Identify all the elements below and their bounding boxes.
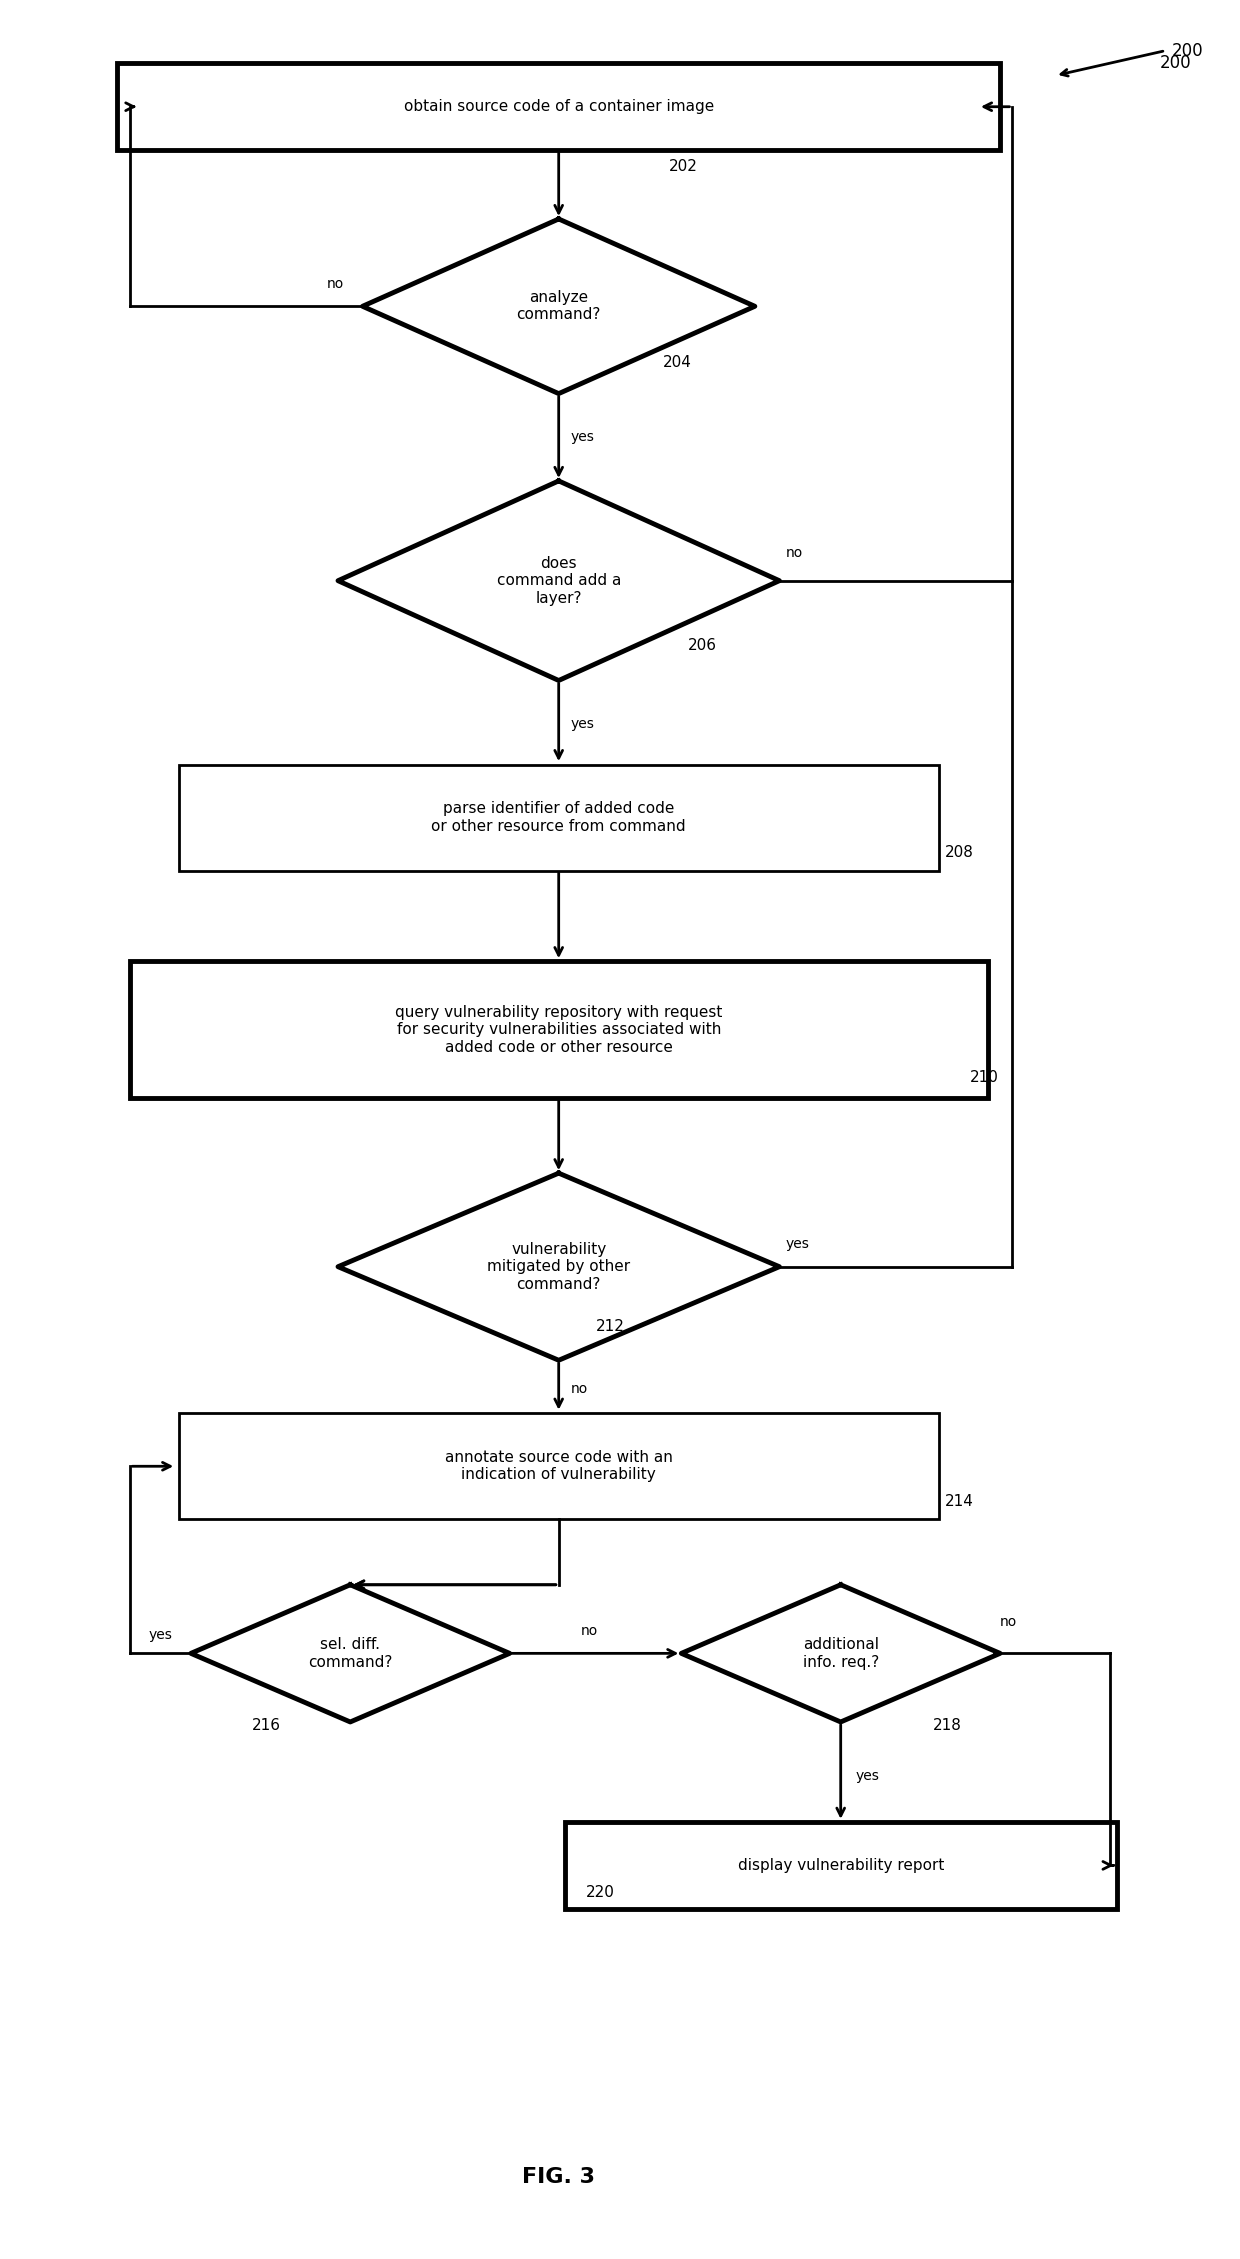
Bar	[179, 764, 939, 870]
Text: annotate source code with an
indication of vulnerability: annotate source code with an indication …	[445, 1450, 672, 1482]
Text: 208: 208	[945, 845, 973, 861]
Text: 200: 200	[1159, 54, 1192, 72]
Text: 214: 214	[945, 1493, 973, 1509]
Polygon shape	[339, 1172, 780, 1360]
Bar	[118, 63, 1001, 151]
Text: no: no	[785, 547, 802, 560]
Text: 212: 212	[595, 1319, 625, 1335]
Bar	[565, 1821, 1116, 1909]
Text: vulnerability
mitigated by other
command?: vulnerability mitigated by other command…	[487, 1242, 630, 1292]
Bar	[179, 1414, 939, 1520]
Polygon shape	[339, 481, 780, 680]
Text: 210: 210	[970, 1069, 998, 1084]
Text: no: no	[580, 1624, 598, 1638]
Text: does
command add a
layer?: does command add a layer?	[496, 556, 621, 605]
Text: yes: yes	[856, 1769, 879, 1782]
Text: FIG. 3: FIG. 3	[522, 2166, 595, 2187]
Text: 204: 204	[663, 355, 692, 370]
Text: yes: yes	[785, 1238, 810, 1251]
Text: additional
info. req.?: additional info. req.?	[802, 1638, 879, 1669]
Text: parse identifier of added code
or other resource from command: parse identifier of added code or other …	[432, 802, 686, 834]
Polygon shape	[191, 1586, 510, 1721]
Text: obtain source code of a container image: obtain source code of a container image	[403, 99, 714, 115]
Text: 202: 202	[670, 158, 698, 174]
Text: no: no	[570, 1383, 588, 1396]
Text: yes: yes	[149, 1629, 172, 1642]
Text: no: no	[327, 278, 345, 291]
Text: 216: 216	[252, 1719, 281, 1733]
Text: 220: 220	[585, 1886, 615, 1900]
Polygon shape	[681, 1586, 1001, 1721]
Text: sel. diff.
command?: sel. diff. command?	[308, 1638, 392, 1669]
Polygon shape	[362, 219, 755, 393]
Text: analyze
command?: analyze command?	[517, 289, 601, 323]
Text: yes: yes	[570, 716, 595, 732]
Text: no: no	[1001, 1615, 1017, 1629]
Text: display vulnerability report: display vulnerability report	[738, 1857, 944, 1873]
Text: query vulnerability repository with request
for security vulnerabilities associa: query vulnerability repository with requ…	[396, 1005, 723, 1055]
Text: yes: yes	[570, 429, 595, 445]
Text: 200: 200	[1172, 41, 1203, 59]
Text: 218: 218	[932, 1719, 961, 1733]
Bar	[129, 960, 988, 1098]
Text: 206: 206	[687, 637, 717, 653]
